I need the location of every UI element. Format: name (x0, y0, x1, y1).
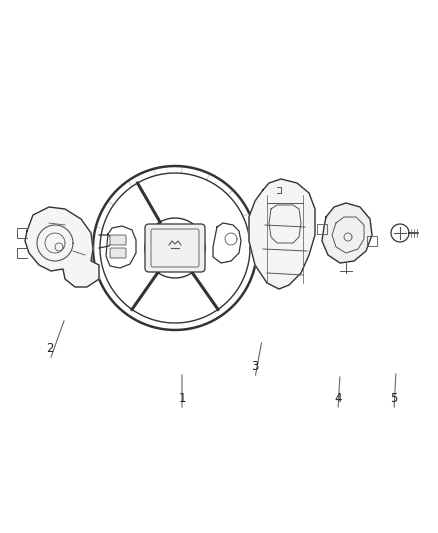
Text: 2: 2 (46, 342, 54, 355)
Text: 4: 4 (334, 392, 342, 405)
Polygon shape (322, 203, 372, 263)
Polygon shape (249, 179, 315, 289)
FancyBboxPatch shape (110, 248, 126, 258)
FancyBboxPatch shape (145, 224, 205, 272)
Text: 5: 5 (390, 392, 398, 405)
Polygon shape (25, 207, 99, 287)
Text: 3: 3 (251, 360, 259, 373)
Text: 1: 1 (178, 392, 186, 405)
FancyBboxPatch shape (110, 235, 126, 245)
